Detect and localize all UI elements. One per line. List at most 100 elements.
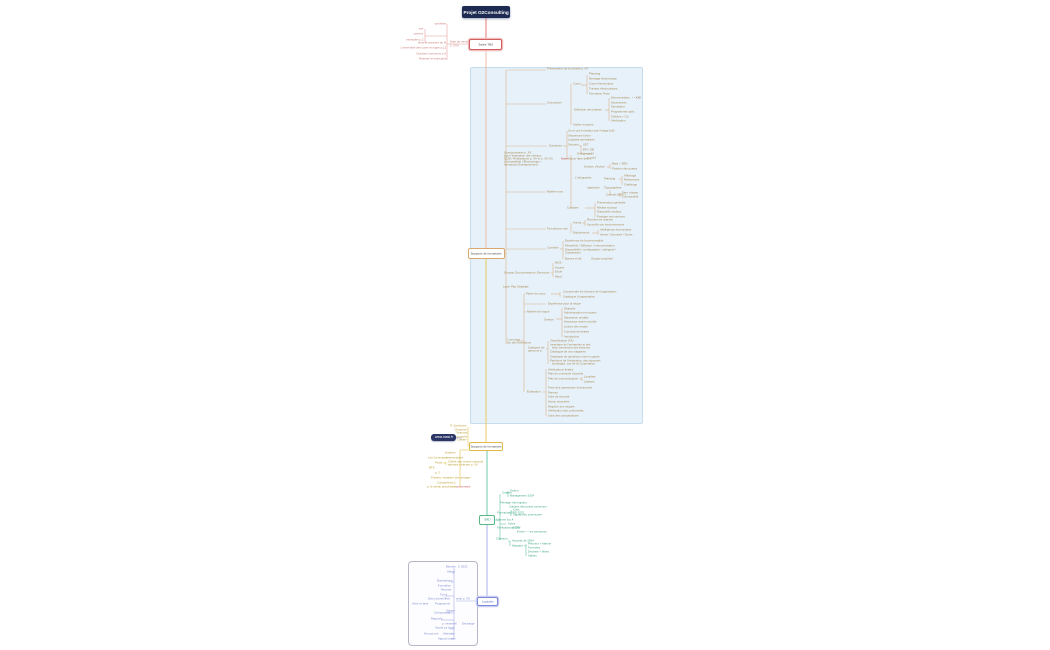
map-label: Médias sociaux bbox=[597, 206, 617, 210]
map-label: p. mod bbox=[587, 156, 596, 160]
map-label: Plan de continuité d'activité bbox=[548, 372, 584, 376]
map-label: Stages bbox=[446, 609, 456, 613]
node-supports-formations[interactable]: Supports de formations bbox=[469, 442, 503, 451]
map-label: Les Commandes bbox=[428, 456, 450, 460]
map-label: Démonstration bbox=[611, 96, 630, 100]
map-label: Séances bbox=[455, 431, 467, 435]
map-label: Catalogue de questions mise en garde bbox=[550, 355, 600, 359]
map-label: Déploiement bbox=[573, 231, 590, 235]
map-label: Bornes et dir. bbox=[565, 257, 583, 261]
map-label: Cours bbox=[573, 82, 581, 86]
map-label: Conception bbox=[547, 101, 562, 105]
map-label: exemples p.2 bbox=[405, 38, 423, 42]
map-label: Vérifications finales bbox=[548, 368, 574, 372]
map-label: Challenge bbox=[624, 183, 638, 187]
map-label: Date de remise bbox=[450, 40, 470, 44]
map-label: synthèse bbox=[434, 22, 446, 26]
map-label: Objectifs bbox=[564, 307, 576, 311]
map-label: Circuits bbox=[502, 491, 512, 495]
map-label: Commandité bbox=[622, 195, 639, 199]
map-label: Suivi des comparaisons bbox=[548, 414, 579, 418]
map-label: Catégorie de bbox=[528, 346, 545, 350]
node-support-formations[interactable]: Supports de formations bbox=[468, 248, 505, 259]
root-node[interactable]: Projet O2Consulting bbox=[462, 6, 510, 18]
map-label: Protéger ses services bbox=[597, 215, 625, 219]
map-label: Sommaire bbox=[453, 435, 467, 439]
node-srd[interactable]: SRD bbox=[479, 515, 495, 525]
map-label: Noter bbox=[561, 157, 569, 161]
map-label: Coopération bbox=[565, 251, 581, 255]
map-label: Montage électronique bbox=[589, 77, 617, 81]
map-label: liens et annexes du fil bbox=[417, 41, 446, 45]
badge-link[interactable]: www.mast.fr bbox=[431, 434, 456, 441]
map-label: Séparation modale bbox=[564, 316, 589, 320]
map-label: Erreur — les annonces bbox=[517, 530, 547, 534]
map-label: Accords de 2024 bbox=[512, 539, 534, 543]
boundary-frame[interactable] bbox=[408, 561, 478, 646]
map-label: précédente bbox=[442, 485, 457, 489]
map-label: Expérience de la personnalité bbox=[565, 239, 604, 243]
map-label: MOS bbox=[555, 261, 562, 265]
map-label: SST bbox=[583, 143, 589, 147]
map-label: Tutos bbox=[440, 593, 448, 597]
root-node-label: Projet O2Consulting bbox=[463, 9, 509, 15]
map-label: Exercices bbox=[537, 271, 550, 275]
map-label: Signatures communes bbox=[513, 513, 542, 517]
node-support-formations-label: Supports de formations bbox=[470, 252, 503, 255]
map-label: Simulateur bbox=[611, 105, 625, 109]
map-label: Chapitres bbox=[454, 428, 467, 432]
map-label: Programme bbox=[435, 602, 451, 606]
map-label: P. Questions bbox=[450, 424, 467, 428]
map-label: Word bbox=[555, 275, 562, 279]
map-label: Hangars bbox=[512, 544, 523, 548]
map-label: Console DVD + bbox=[606, 193, 627, 197]
map-label: Vérification des conformités bbox=[548, 409, 584, 413]
map-label: Disponibilité / configuration / catégori… bbox=[565, 248, 616, 252]
map-label: Comme à p.4 bbox=[496, 518, 514, 522]
map-label: Atteindre bbox=[443, 632, 455, 636]
node-logiciels[interactable]: Logiciels bbox=[477, 597, 498, 606]
map-label: Formules bbox=[528, 546, 541, 550]
map-label: Registre des risques bbox=[548, 405, 575, 409]
map-label: Planning bbox=[589, 72, 601, 76]
map-label: Actes bbox=[508, 522, 516, 526]
map-label: Chanson bbox=[496, 537, 508, 541]
map-label: but des formations bbox=[507, 341, 531, 345]
map-label: Chiffre des ventes mensuel bbox=[448, 460, 484, 464]
map-label: (Comptabilité / Électronique / bbox=[504, 160, 542, 164]
map-label: Assurance avant contrôle bbox=[564, 320, 597, 324]
map-label: Comptes bbox=[567, 206, 579, 210]
map-label: Classification (TA) bbox=[550, 339, 574, 343]
map-label: p. le client bbox=[427, 485, 441, 489]
map-label: Interruption bbox=[512, 501, 527, 505]
map-label: Un et une formation par l'image (p5) bbox=[568, 129, 615, 133]
map-label: C 2022 bbox=[458, 565, 468, 569]
map-label: Planning bbox=[604, 177, 616, 181]
map-label: p. essentiel bbox=[442, 622, 457, 626]
map-label: Partie de cours bbox=[526, 292, 546, 296]
map-label: voir bbox=[418, 27, 423, 31]
map-label: L'ensemble des cours en ligne p.12 bbox=[400, 46, 446, 50]
node-saisie[interactable]: Saisie TBS bbox=[469, 39, 502, 50]
map-label: Plan de communication bbox=[548, 377, 579, 381]
map-label: QCM / Réalisations p. XX et p. XX-XX bbox=[504, 157, 553, 161]
map-label: Matière de risque bbox=[527, 310, 550, 314]
map-label: 2023 bbox=[513, 526, 520, 530]
map-label: Comprendre les besoins de l'organisation bbox=[563, 290, 617, 294]
map-label: Catalogue d'organisation bbox=[563, 295, 596, 299]
map-label: situation des charges bbox=[443, 476, 471, 480]
map-label: p. 2 bbox=[435, 471, 440, 475]
node-srd-label: SRD bbox=[483, 518, 491, 522]
map-label: Complément 2 bbox=[437, 481, 456, 485]
map-label: Soude ça lourd bbox=[435, 626, 455, 630]
map-label: Décharge bbox=[462, 622, 475, 626]
group-panel[interactable] bbox=[470, 67, 643, 424]
map-label: Management 2024 bbox=[510, 494, 535, 498]
map-label: Dossiers communs p.3 bbox=[416, 52, 446, 56]
map-label: Avenir / Données / Suivis bbox=[600, 233, 633, 237]
map-label: Blender bbox=[446, 565, 456, 569]
map-label: Groupe propriété bbox=[591, 257, 613, 261]
map-label: Introduction bbox=[564, 335, 580, 339]
map-label: Formations num. bbox=[547, 227, 569, 231]
